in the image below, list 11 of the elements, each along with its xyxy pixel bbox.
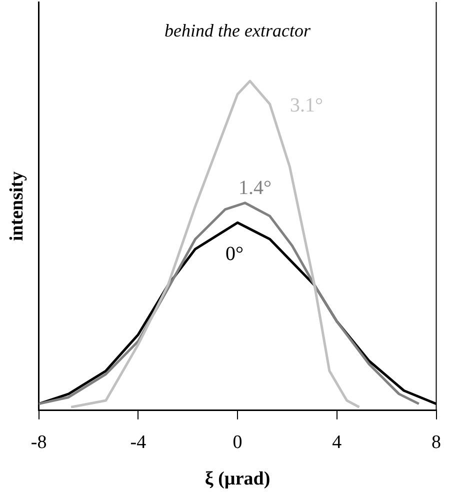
series-label: 3.1° [290, 94, 323, 116]
x-tick-label: 4 [332, 432, 342, 453]
x-axis-title: ξ (µrad) [204, 468, 270, 490]
x-tick-label: -4 [130, 432, 147, 453]
y-axis-title: intensity [6, 170, 28, 242]
x-tick-label: 0 [232, 432, 242, 453]
chart-title: behind the extractor [164, 20, 312, 41]
x-tick-label: -8 [30, 432, 47, 453]
x-tick-label: 8 [432, 432, 441, 453]
series-label: 0° [226, 242, 244, 265]
series-label: 1.4° [238, 177, 272, 200]
